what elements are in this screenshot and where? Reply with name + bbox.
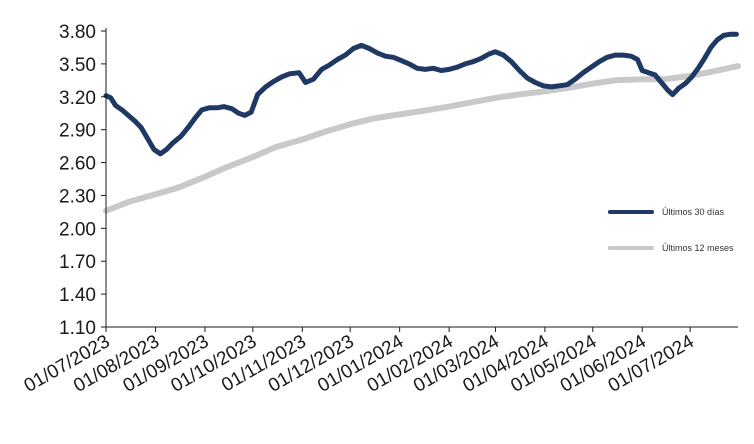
legend-label-30-dias: Últimos 30 días [662,207,725,217]
y-tick-label: 1.70 [59,252,96,273]
y-tick-label: 3.50 [59,55,96,76]
y-tick-label: 2.60 [59,154,96,175]
y-tick-label: 2.30 [59,186,96,207]
series-line-12-meses [103,63,741,214]
legend-item-30-dias: Últimos 30 días [608,207,725,217]
y-tick-label: 3.80 [59,22,96,43]
y-tick-label: 1.40 [59,285,96,306]
y-tick-label: 2.00 [59,219,96,240]
series-line-30-dias [103,31,739,157]
y-tick-label: 1.10 [59,318,96,339]
y-tick-label: 2.90 [59,121,96,142]
legend: Últimos 30 días Últimos 12 meses [608,207,734,253]
x-ticks: 01/07/202301/08/202301/09/202301/10/2023… [21,327,698,397]
legend-label-12-meses: Últimos 12 meses [662,243,734,253]
series-layer [103,31,741,214]
legend-item-12-meses: Últimos 12 meses [608,243,734,253]
y-tick-label: 3.20 [59,88,96,109]
y-ticks: 3.80 3.50 3.20 2.90 2.60 2.30 2.00 1.70 1.40 1.10 [59,22,106,339]
